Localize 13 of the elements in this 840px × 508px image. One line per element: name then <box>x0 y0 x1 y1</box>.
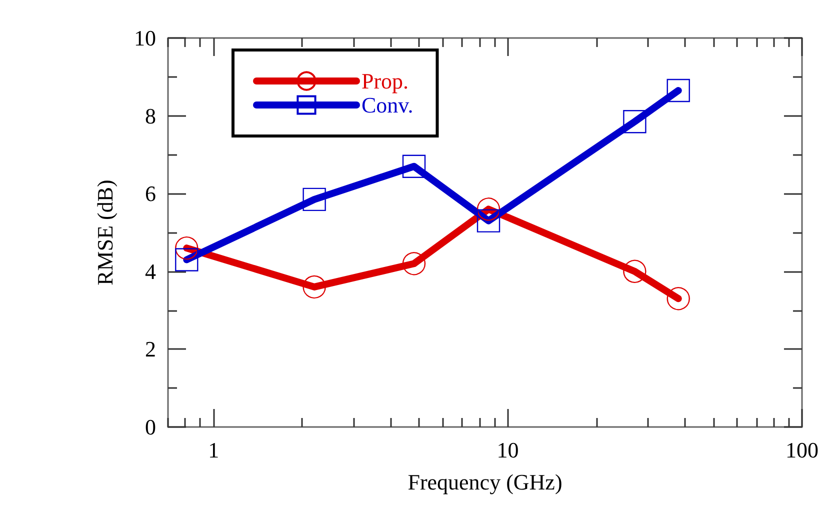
x-tick-label: 1 <box>208 438 220 462</box>
y-tick-label: 2 <box>145 336 156 362</box>
x-tick-label: 100 <box>786 438 818 462</box>
legend-label: Conv. <box>362 92 414 118</box>
y-tick-label: 10 <box>134 26 156 50</box>
x-axis-title: Frequency (GHz) <box>408 470 562 494</box>
y-tick-label: 8 <box>145 103 156 128</box>
y-tick-label: 6 <box>145 181 156 206</box>
legend-label: Prop. <box>362 68 409 94</box>
y-tick-label: 4 <box>145 258 156 284</box>
y-axis-title: RMSE (dB) <box>92 180 118 286</box>
x-tick-label: 10 <box>496 438 519 462</box>
y-tick-label: 0 <box>145 414 156 440</box>
